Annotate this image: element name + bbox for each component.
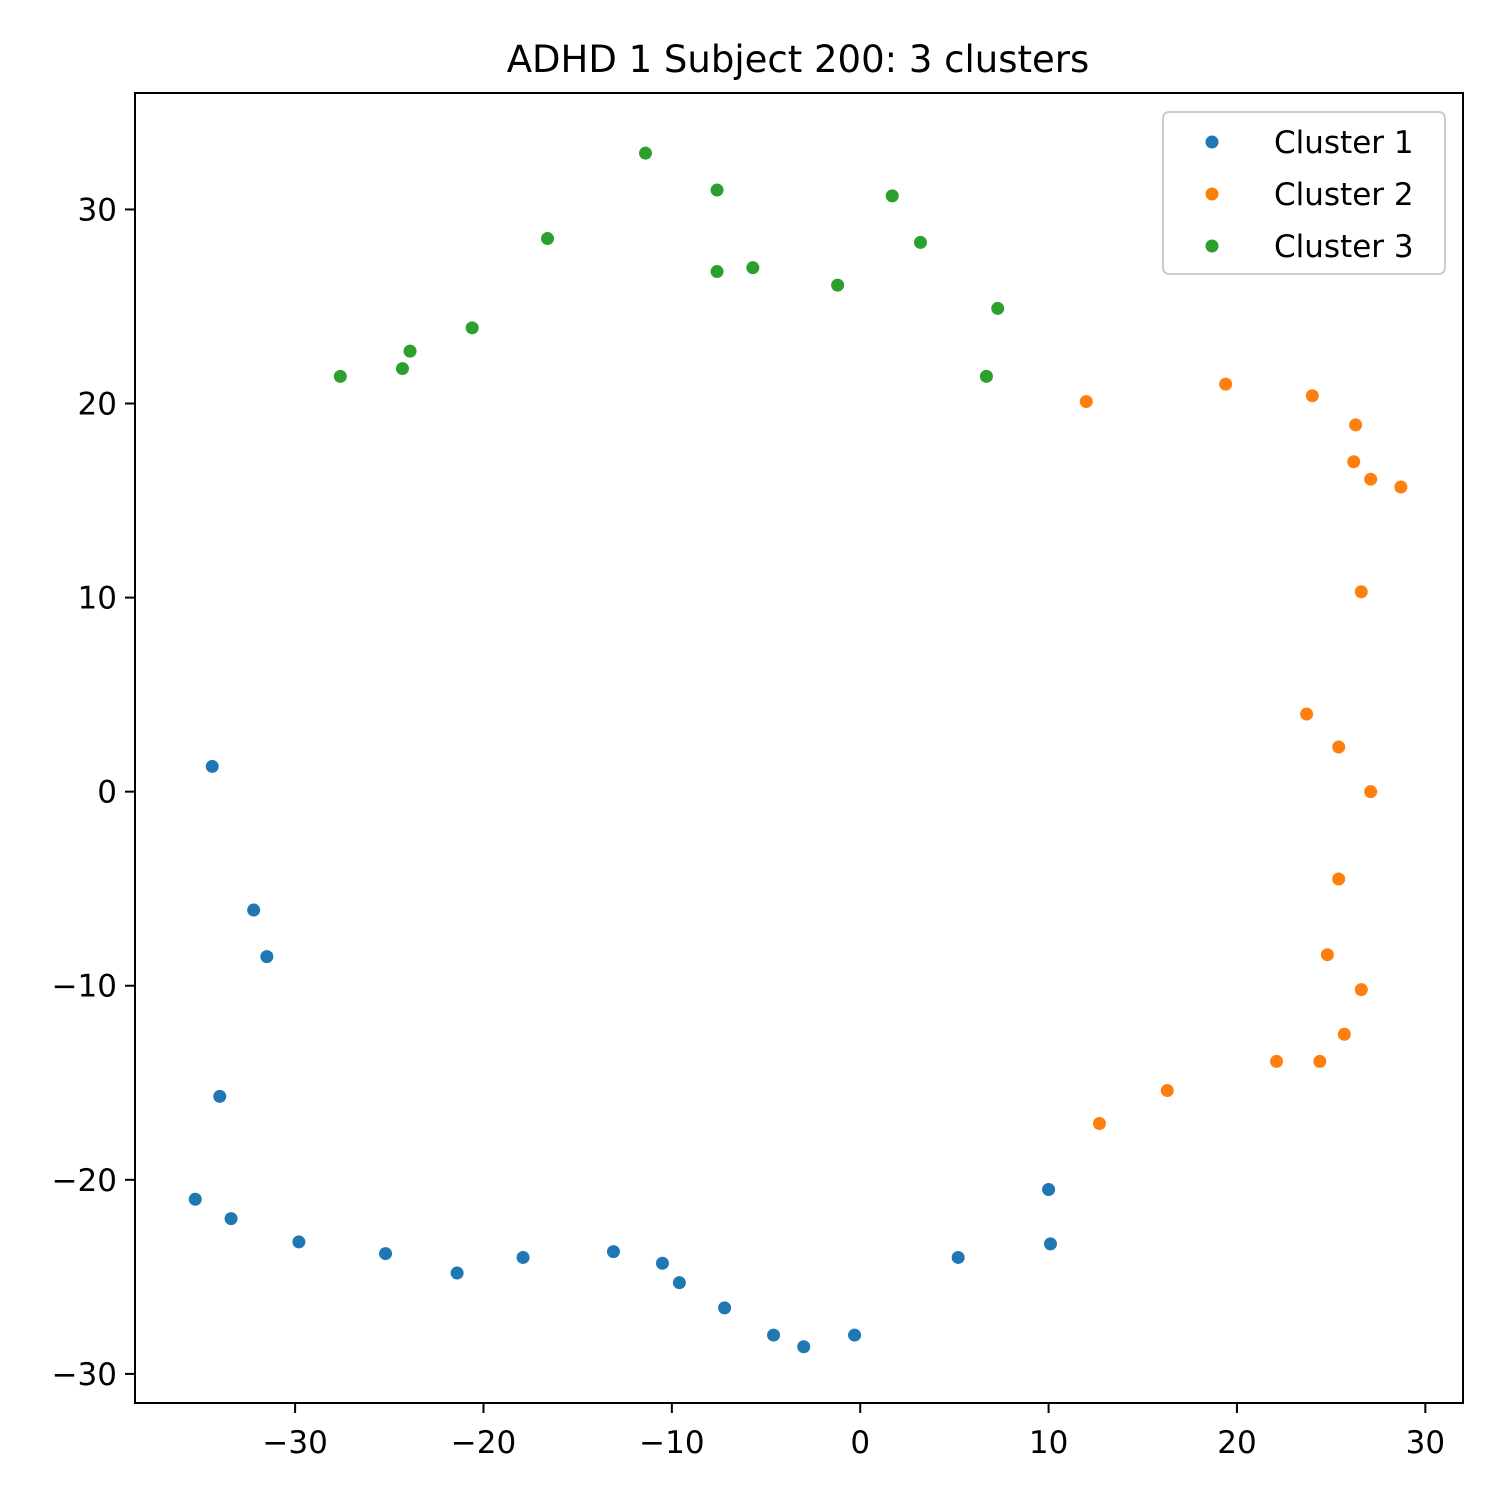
data-point [292,1235,306,1249]
y-tick-label: −10 [52,969,117,1005]
data-point [1354,585,1368,599]
data-point [1300,707,1314,721]
data-point [379,1247,393,1261]
data-point [1043,1237,1057,1251]
data-point [991,301,1005,315]
series-cluster-1 [188,759,1057,1354]
data-point [848,1328,862,1342]
data-point [403,344,417,358]
y-axis: −30 −20 −10 0 10 20 30 [52,192,135,1393]
data-point [767,1328,781,1342]
plot-frame [134,92,1464,1404]
x-axis: −30 −20 −10 0 10 20 30 [262,1403,1445,1461]
y-tick-label: 10 [78,581,117,617]
data-point [655,1256,669,1270]
legend-marker [1205,239,1219,253]
data-point [1364,472,1378,486]
data-point [395,362,409,376]
x-tick-label: 20 [1217,1425,1256,1461]
y-tick-label: 0 [97,775,117,811]
data-point [718,1301,732,1315]
legend-marker [1205,187,1219,201]
data-point [205,759,219,773]
data-point [746,261,760,275]
data-point [465,321,479,335]
data-point [188,1192,202,1206]
data-point [541,232,555,246]
data-point [1042,1183,1056,1197]
data-point [979,369,993,383]
data-point [1332,740,1346,754]
x-tick-label: −10 [639,1425,704,1461]
data-point [1160,1084,1174,1098]
data-point [1364,785,1378,799]
x-tick-label: 30 [1406,1425,1445,1461]
data-point [1337,1027,1351,1041]
legend: Cluster 1 Cluster 2 Cluster 3 [1162,111,1446,275]
x-tick-label: −20 [451,1425,516,1461]
data-point [913,235,927,249]
data-point [797,1340,811,1354]
legend-label: Cluster 1 [1274,125,1414,161]
data-point [1092,1117,1106,1131]
data-point [1305,389,1319,403]
data-point [1079,395,1093,409]
data-point [247,903,261,917]
data-point [224,1212,238,1226]
x-tick-label: 0 [850,1425,870,1461]
data-point [1270,1054,1284,1068]
y-tick-label: −20 [52,1163,117,1199]
data-point [710,265,724,279]
data-point [1347,455,1361,469]
x-tick-label: −30 [262,1425,327,1461]
data-point [1219,377,1233,391]
series-cluster-2 [1079,377,1408,1131]
plot-points [188,146,1408,1354]
legend-box [1162,111,1446,275]
data-point [213,1089,227,1103]
data-point [951,1250,965,1264]
legend-label: Cluster 3 [1274,229,1414,265]
data-point [710,183,724,197]
chart-title: ADHD 1 Subject 200: 3 clusters [507,38,1090,81]
data-point [260,950,274,964]
data-point [1354,983,1368,997]
data-point [1349,418,1363,432]
data-point [672,1276,686,1290]
data-point [1394,480,1408,494]
data-point [1332,872,1346,886]
data-point [638,146,652,160]
y-tick-label: 20 [78,387,117,423]
data-point [516,1250,530,1264]
series-cluster-3 [333,146,1005,383]
x-tick-label: 10 [1029,1425,1068,1461]
data-point [606,1245,620,1259]
data-point [333,369,347,383]
data-point [831,278,845,292]
data-point [1320,948,1334,962]
legend-label: Cluster 2 [1274,177,1414,213]
y-tick-label: −30 [52,1357,117,1393]
data-point [885,189,899,203]
y-tick-label: 30 [78,192,117,228]
data-point [450,1266,464,1280]
data-point [1313,1054,1327,1068]
legend-marker [1205,135,1219,149]
